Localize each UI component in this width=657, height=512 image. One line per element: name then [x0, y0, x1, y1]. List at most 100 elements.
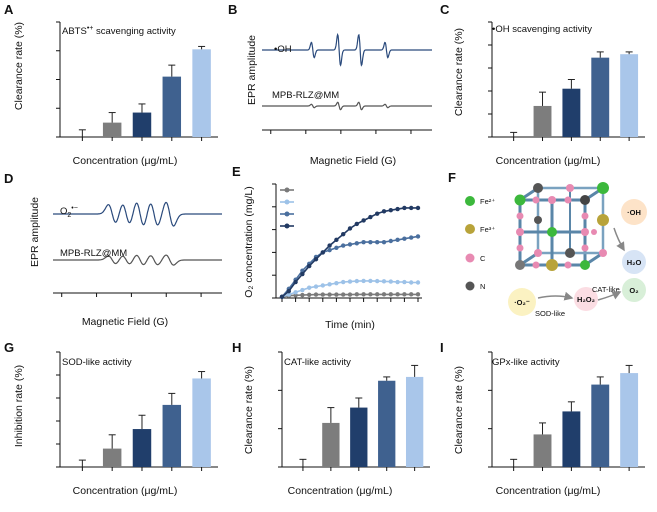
- series-point-3: [381, 209, 387, 214]
- series-point-3: [320, 250, 325, 255]
- epr-trace-bottom-b: [262, 101, 432, 111]
- title-c: •OH scavenging activity: [492, 24, 592, 35]
- series-point-3: [286, 288, 291, 294]
- series-point-0: [409, 292, 414, 297]
- legend-marker-3: [284, 223, 290, 229]
- epr-spectrum-d: [53, 201, 222, 297]
- epr-trace-top-d: [53, 201, 222, 227]
- h2o2-label: H₂O₂: [577, 295, 595, 304]
- legend-fe3-dot: [465, 224, 475, 234]
- panel-label-h: H: [232, 340, 241, 355]
- epr-spectrum-b: [262, 32, 432, 134]
- h2o2-bubble: [574, 287, 598, 311]
- oh-bubble: [621, 199, 647, 225]
- panel-label-i: I: [440, 340, 444, 355]
- bar-200: [192, 378, 211, 467]
- legend-marker-0: [284, 187, 290, 193]
- oh-label: ·OH: [627, 208, 641, 217]
- ylabel-c: Clearance rate (%): [453, 28, 465, 116]
- series-point-1: [368, 278, 373, 284]
- legend-marker-2: [284, 211, 290, 217]
- ylabel-a: Clearance rate (%): [13, 22, 25, 110]
- series-point-0: [361, 292, 366, 297]
- series-point-2: [415, 234, 421, 239]
- ylabel-d: EPR amplitude: [29, 197, 41, 267]
- series-point-3: [327, 243, 332, 248]
- series-point-0: [320, 292, 325, 297]
- series-point-2: [375, 239, 380, 245]
- line-chart-e: [272, 183, 422, 302]
- panel-i: GPx-like activity Concentration (μg/mL) …: [453, 351, 645, 497]
- xlabel-g: Concentration (μg/mL): [73, 485, 178, 497]
- series-point-0: [347, 292, 353, 297]
- series-point-1: [347, 279, 353, 284]
- title-g: SOD-like activity: [62, 357, 132, 368]
- crystal-lattice: [518, 186, 605, 267]
- series-point-3: [415, 205, 421, 211]
- title-a: ABTS•+ scavenging activity: [62, 25, 176, 37]
- series-point-1: [381, 279, 387, 284]
- bar-50: [562, 88, 581, 137]
- series-point-3: [395, 206, 400, 212]
- bar-25: [102, 122, 122, 137]
- panel-label-f: F: [448, 170, 456, 185]
- series-point-3: [347, 226, 353, 231]
- series-point-3: [313, 257, 319, 262]
- bar-200: [620, 54, 639, 138]
- ylabel-b: EPR amplitude: [246, 35, 258, 105]
- bar-200: [405, 376, 424, 467]
- h2o-label: H₂O: [627, 258, 642, 267]
- xlabel-b: Magnetic Field (G): [310, 155, 396, 167]
- series-point-0: [381, 292, 387, 297]
- arrow-h2o2-o2: [597, 291, 622, 301]
- series-point-1: [375, 278, 380, 284]
- series-point-1: [415, 280, 421, 285]
- legend-fe2-dot: [465, 196, 475, 206]
- series-point-2: [368, 239, 373, 245]
- arrow-oh-h2o: [613, 227, 625, 252]
- series-point-0: [334, 292, 339, 297]
- bar-200: [620, 373, 639, 467]
- bar-25: [322, 422, 340, 467]
- bar-chart-g: [56, 351, 218, 471]
- series-point-3: [307, 263, 312, 269]
- legend-n: N: [480, 282, 485, 291]
- xlabel-h: Concentration (μg/mL): [288, 485, 393, 497]
- series-point-0: [354, 292, 359, 297]
- series-point-2: [341, 243, 346, 248]
- series-point-0: [368, 292, 373, 297]
- series-point-0: [395, 292, 400, 297]
- ylabel-h: Clearance rate (%): [243, 366, 255, 454]
- legend-fe3: Fe³⁺: [480, 225, 495, 234]
- cat-like-label: CAT-like: [592, 285, 620, 294]
- series-point-1: [341, 279, 346, 285]
- panel-b: •OH MPB-RLZ@MM Magnetic Field (G) EPR am…: [246, 32, 432, 167]
- series-point-0: [415, 292, 421, 297]
- o2-label: O₂: [629, 286, 638, 295]
- series-point-1: [307, 285, 312, 290]
- panel-label-c: C: [440, 2, 450, 17]
- panel-label-e: E: [232, 164, 241, 179]
- series-point-3: [334, 237, 339, 243]
- panel-d: O2•− MPB-RLZ@MM Magnetic Field (G) EPR a…: [29, 197, 222, 328]
- legend-c-dot: [465, 253, 475, 263]
- series-point-2: [347, 242, 353, 247]
- bar-chart-c: [488, 21, 645, 141]
- series-point-1: [286, 292, 291, 297]
- legend-fe2: Fe²⁺: [480, 197, 495, 206]
- crystal-atoms: [514, 182, 609, 271]
- bar-50: [562, 411, 581, 467]
- series-point-0: [388, 292, 393, 297]
- xlabel-c: Concentration (μg/mL): [496, 155, 601, 167]
- bar-100: [378, 380, 396, 467]
- title-h: CAT-like activity: [284, 357, 351, 368]
- o2-bubble: [622, 278, 646, 302]
- series-point-3: [354, 221, 359, 227]
- legend-marker-1: [284, 199, 290, 205]
- bar-50: [132, 429, 152, 467]
- series-point-1: [300, 287, 305, 293]
- series-point-3: [368, 214, 373, 220]
- bar-200: [192, 49, 211, 137]
- series-point-1: [320, 283, 325, 288]
